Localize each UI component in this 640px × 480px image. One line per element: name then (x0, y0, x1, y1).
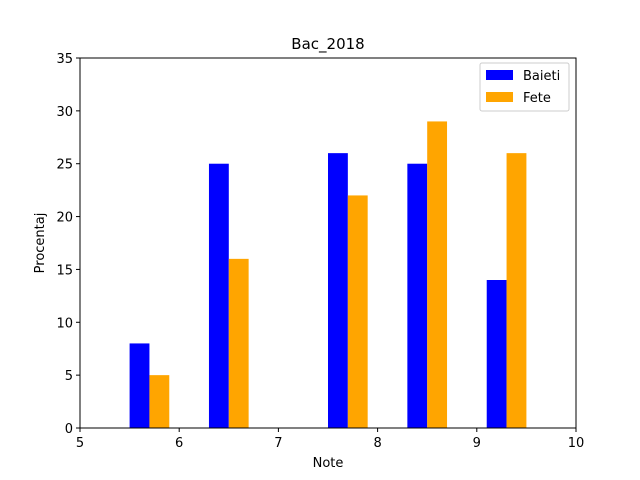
legend: Baieti Fete (479, 62, 570, 112)
x-axis: 5 6 7 8 9 10 (76, 428, 584, 451)
x-tick-label: 9 (473, 436, 481, 451)
legend-label-baieti: Baieti (523, 69, 560, 84)
legend-swatch-baieti (486, 70, 513, 80)
y-tick-label: 10 (56, 316, 73, 331)
y-tick-label: 0 (65, 422, 73, 437)
y-tick-label: 15 (56, 263, 73, 278)
bar-baieti-2 (328, 153, 348, 428)
legend-swatch-fete (486, 92, 513, 102)
bar-fete-3 (427, 121, 448, 428)
y-tick-label: 20 (56, 211, 73, 226)
y-tick-label: 30 (56, 105, 73, 120)
y-axis: 0 5 10 15 20 25 30 35 (56, 52, 80, 437)
chart-title: Bac_2018 (291, 35, 364, 54)
bar-baieti-0 (129, 343, 150, 428)
x-axis-label: Note (313, 456, 344, 471)
x-tick-label: 7 (274, 436, 282, 451)
bar-baieti-4 (486, 280, 507, 428)
bar-baieti-3 (407, 163, 428, 428)
y-tick-label: 25 (56, 158, 73, 173)
bars-group (129, 121, 527, 428)
bar-baieti-1 (208, 163, 229, 428)
x-tick-label: 5 (76, 436, 84, 451)
y-tick-label: 5 (65, 369, 73, 384)
y-axis-label: Procentaj (33, 213, 48, 274)
x-tick-label: 6 (175, 436, 183, 451)
bar-fete-0 (149, 375, 170, 428)
bar-fete-4 (506, 153, 527, 428)
legend-label-fete: Fete (523, 91, 551, 106)
x-tick-label: 10 (568, 436, 585, 451)
y-tick-label: 35 (56, 52, 73, 67)
bar-fete-1 (228, 258, 249, 428)
bar-fete-2 (347, 195, 368, 428)
plot-frame (79, 57, 577, 429)
x-tick-label: 8 (373, 436, 381, 451)
